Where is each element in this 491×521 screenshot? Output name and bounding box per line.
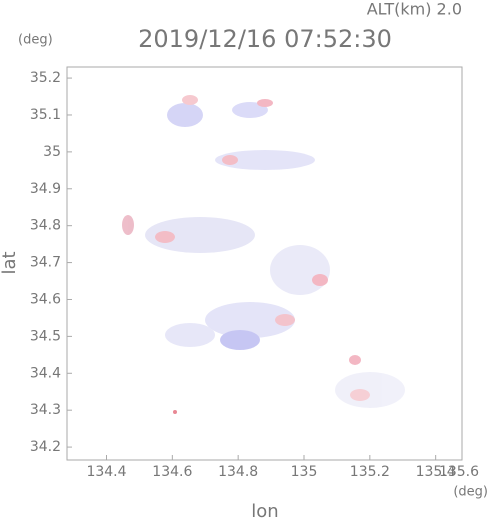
y-tick-label: 34.2: [30, 439, 61, 455]
x-tick-label: 135.4: [416, 464, 456, 480]
y-tick-label: 34.6: [30, 291, 61, 307]
y-tick-label: 34.4: [30, 365, 61, 381]
y-tick-label: 34.9: [30, 181, 61, 197]
y-axis-label: lat: [0, 251, 20, 274]
x-tick-label: 135.2: [350, 464, 390, 480]
chart-title: 2019/12/16 07:52:30: [138, 25, 392, 53]
y-tick-label: 35.1: [30, 107, 61, 123]
altitude-label: ALT(km) 2.0: [367, 0, 462, 19]
x-unit: (deg): [453, 485, 488, 500]
y-unit: (deg): [18, 33, 53, 48]
x-axis-label: lon: [251, 501, 278, 521]
plot-frame: [66, 66, 463, 461]
y-tick-label: 35: [43, 144, 61, 160]
y-tick-label: 34.5: [30, 328, 61, 344]
y-tick-label: 34.7: [30, 255, 61, 271]
x-tick-label: 134.4: [86, 464, 126, 480]
y-tick-label: 35.2: [30, 70, 61, 86]
echo-field: [122, 95, 405, 414]
x-tick-label: 135.6: [439, 464, 479, 480]
x-tick-label: 134.6: [152, 464, 192, 480]
x-tick-label: 134.8: [218, 464, 258, 480]
x-tick-label: 135: [291, 464, 318, 480]
y-tick-label: 34.3: [30, 402, 61, 418]
y-tick-label: 34.8: [30, 218, 61, 234]
